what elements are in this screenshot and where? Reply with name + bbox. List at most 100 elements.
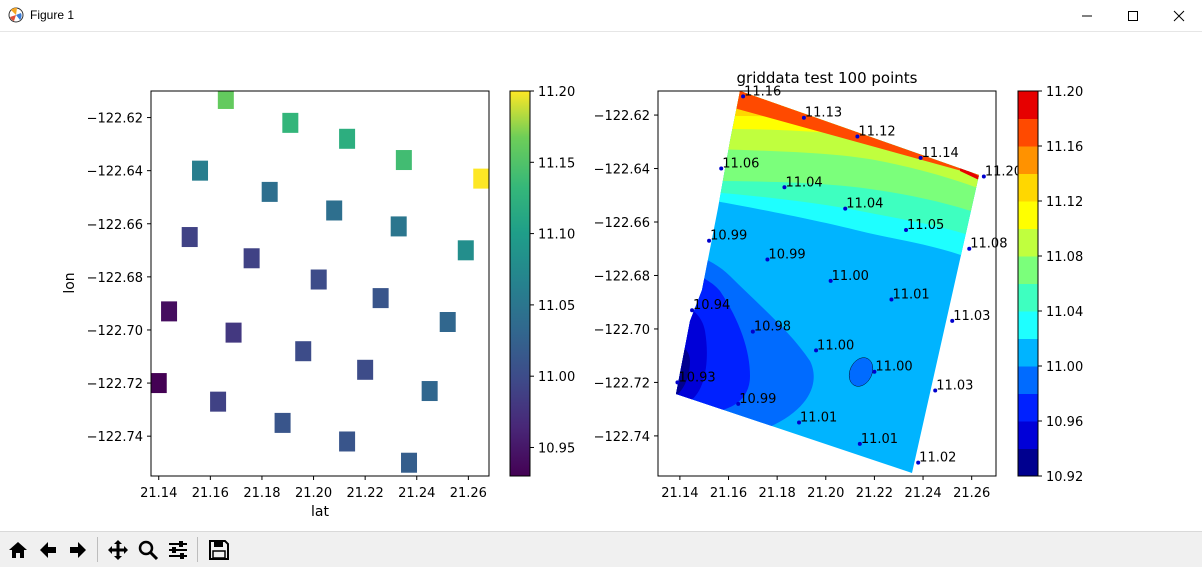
heatmap-cell (217, 91, 234, 109)
arrow-left-icon (39, 541, 56, 558)
data-point-label: 11.03 (936, 378, 973, 393)
window-titlebar: Figure 1 (0, 0, 1202, 32)
x-tick-label: 21.22 (347, 486, 384, 501)
heatmap-cell (357, 359, 374, 380)
data-point (933, 388, 938, 393)
y-tick-label: −122.74 (87, 430, 143, 445)
heatmap-cell (372, 288, 389, 309)
data-point-label: 11.12 (858, 124, 895, 139)
jet-colorbar-bands (1018, 91, 1038, 477)
colorbar-band (1018, 283, 1038, 312)
data-point-label: 11.04 (785, 175, 822, 190)
colorbar-band (1018, 228, 1038, 257)
configure-subplots-button[interactable] (164, 536, 191, 563)
left-axes-frame (150, 90, 490, 477)
y-tick-label: −122.68 (594, 269, 650, 284)
data-point-label: 10.99 (710, 229, 747, 244)
pan-button[interactable] (104, 536, 131, 563)
colorbar-band (1018, 393, 1038, 422)
right-colorbar-ticks: 11.20 11.16 11.12 11.08 11.04 11.00 10.96 10.92 (1038, 85, 1083, 485)
data-point-label: 11.01 (800, 411, 837, 426)
colorbar-tick-label: 11.05 (538, 299, 575, 314)
colorbar-tick-label: 11.00 (1046, 360, 1083, 375)
data-point (707, 238, 712, 243)
jet-colorbar-frame (1017, 90, 1039, 477)
maximize-button[interactable] (1110, 0, 1156, 31)
heatmap-cell (192, 160, 209, 181)
data-point-label: 11.03 (953, 309, 990, 324)
forward-button[interactable] (64, 536, 91, 563)
contour-level-10.96 (676, 261, 750, 413)
colorbar-band (1018, 201, 1038, 229)
data-point (765, 257, 770, 262)
y-tick-label: −122.74 (594, 430, 650, 445)
heatmap-cell (439, 312, 456, 332)
save-button[interactable] (205, 536, 232, 563)
data-point-label: 11.02 (919, 451, 956, 466)
colorbar-band (1018, 311, 1038, 339)
colorbar-band (1018, 256, 1038, 284)
maximize-icon (1128, 10, 1138, 21)
data-point (782, 185, 787, 190)
colorbar-band (1018, 173, 1038, 202)
heatmap-cell (261, 181, 278, 202)
data-point-label: 11.05 (907, 218, 944, 233)
y-tick-label: −122.64 (594, 163, 650, 178)
zoom-button[interactable] (134, 536, 161, 563)
data-point (981, 174, 986, 179)
minimize-icon (1082, 15, 1092, 16)
left-x-axis-label: lat (311, 504, 329, 520)
y-tick-label: −122.68 (87, 271, 143, 286)
heatmap-cell (390, 216, 407, 237)
heatmap-cell (210, 391, 227, 412)
data-point-label: 11.20 (985, 165, 1022, 180)
data-point (814, 348, 819, 353)
matplotlib-icon (8, 7, 24, 23)
home-button[interactable] (4, 536, 31, 563)
heatmap-cell (457, 240, 474, 261)
right-axes: 11.16 11.13 11.12 11.14 11.20 11.06 11.04 11.04… (594, 69, 1022, 501)
figure-canvas[interactable]: 21.14 21.16 21.18 21.20 21.22 21.24 21.26 −122… (0, 31, 1202, 531)
colorbar-tick-label: 11.08 (1046, 250, 1083, 265)
data-point-label: 10.94 (693, 298, 730, 313)
heatmap-cell (473, 168, 489, 189)
right-y-ticks: −122.62 −122.64 −122.66 −122.68 −122.70 −122.… (594, 109, 658, 445)
data-point-label: 11.00 (832, 269, 869, 284)
scatter-points: 11.16 11.13 11.12 11.14 11.20 11.06 11.04 11.04… (675, 84, 1022, 466)
x-tick-label: 21.20 (295, 486, 332, 501)
minimize-button[interactable] (1064, 0, 1110, 31)
left-axes: 21.14 21.16 21.18 21.20 21.22 21.24 21.26 −122… (62, 90, 490, 520)
data-point (918, 155, 923, 160)
colorbar-tick-label: 11.20 (1046, 85, 1083, 100)
data-point (797, 420, 802, 425)
colorbar-band (1018, 421, 1038, 449)
heatmap-cells (151, 91, 489, 473)
back-button[interactable] (34, 536, 61, 563)
right-axes-frame (657, 90, 997, 477)
data-point (828, 278, 833, 283)
right-chart-title: griddata test 100 points (737, 69, 918, 87)
left-y-ticks: −122.62 −122.64 −122.66 −122.68 −122.70 −122.… (87, 112, 151, 445)
data-point (675, 380, 680, 385)
viridis-colorbar (509, 90, 531, 477)
data-point-label: 11.14 (922, 146, 959, 161)
data-point (741, 94, 746, 99)
heatmap-cell (395, 150, 412, 171)
data-point (801, 115, 806, 120)
colorbar-tick-label: 11.16 (1046, 140, 1083, 155)
colorbar-band (1018, 146, 1038, 174)
colorbar-tick-label: 11.04 (1046, 305, 1083, 320)
data-point (855, 134, 860, 139)
y-tick-label: −122.64 (87, 165, 143, 180)
data-point (950, 318, 955, 323)
x-tick-label: 21.26 (953, 486, 990, 501)
close-button[interactable] (1156, 0, 1202, 31)
colorbar-band (1018, 338, 1038, 367)
colorbar-tick-label: 11.20 (538, 85, 575, 100)
colorbar-band (1018, 91, 1038, 119)
x-tick-label: 21.14 (140, 486, 177, 501)
right-colorbar: 11.20 11.16 11.12 11.08 11.04 11.00 10.96 10.92 (1017, 85, 1083, 485)
heatmap-cell (339, 431, 356, 452)
window-title: Figure 1 (30, 8, 75, 22)
data-point-label: 10.99 (739, 392, 776, 407)
